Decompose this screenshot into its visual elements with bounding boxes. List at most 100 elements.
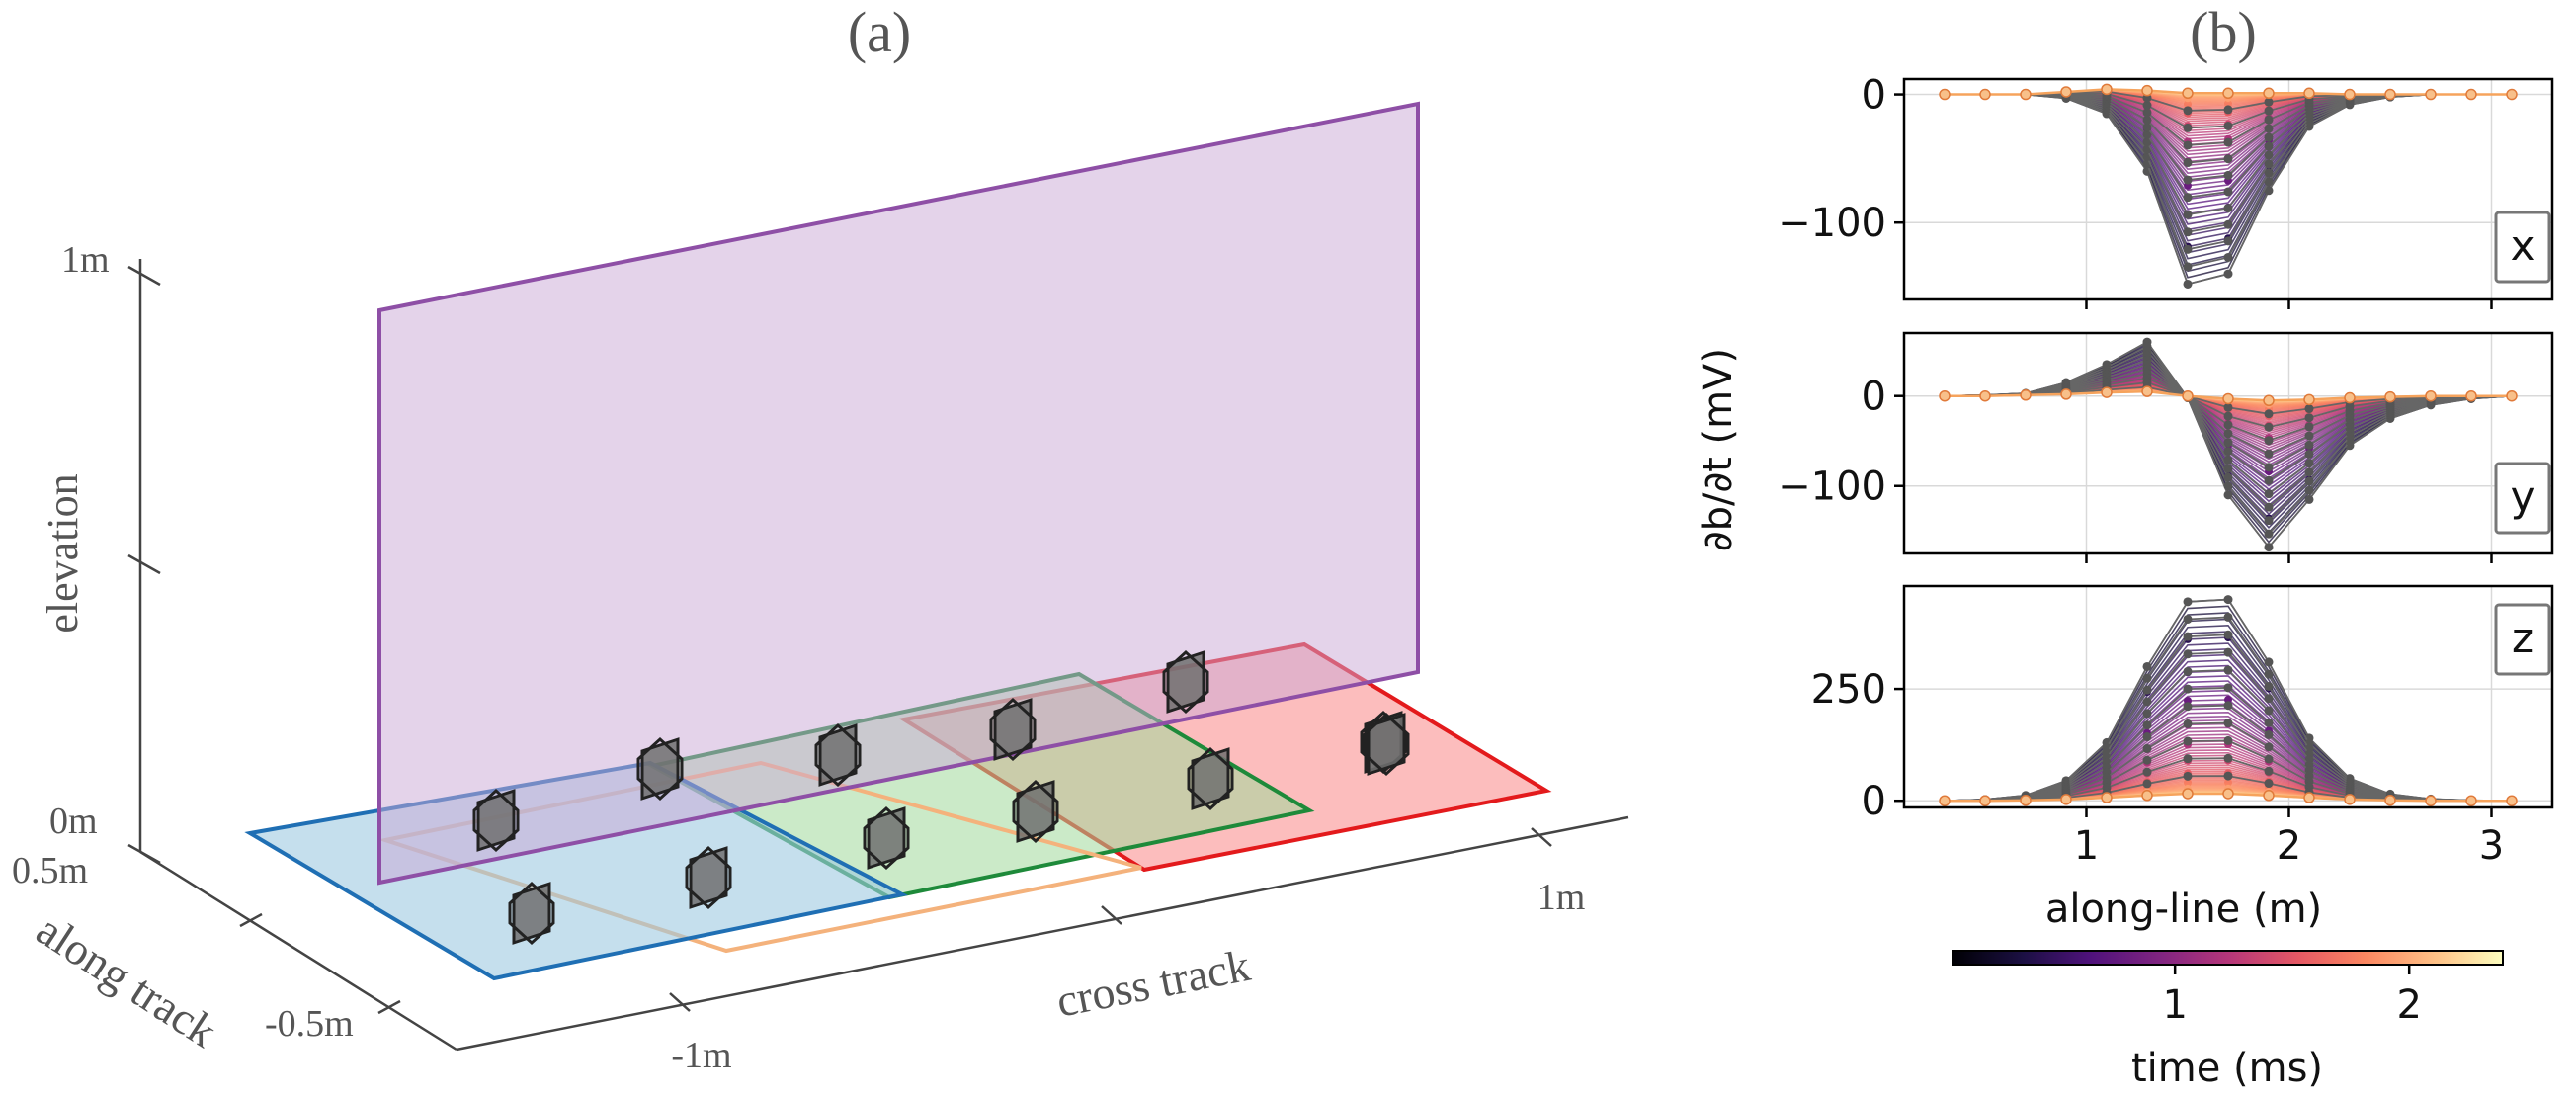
elevation-tick: [127, 843, 161, 865]
early-point-z: [2142, 673, 2152, 683]
early-point-y: [2304, 404, 2314, 414]
late-point-x: [2425, 88, 2437, 101]
component-box-z: [2494, 603, 2551, 676]
early-point-x: [2264, 132, 2274, 142]
early-point-z: [2223, 753, 2233, 763]
sensor-marker: [472, 788, 520, 853]
early-point-y: [2264, 422, 2274, 432]
early-point-x: [2183, 140, 2193, 150]
early-point-x: [2142, 108, 2152, 118]
early-point-z: [2183, 597, 2193, 607]
early-point-x: [2223, 204, 2233, 213]
early-point-x: [2223, 187, 2233, 197]
early-point-y: [2264, 502, 2274, 512]
panel-b: (b) ∂b/∂t (mV) along-line (m) 0 −100 x 0 −10…: [1696, 0, 2554, 1091]
along-tick: [239, 912, 263, 928]
early-point-x: [2264, 115, 2274, 125]
late-point-z: [2141, 790, 2153, 802]
late-point-x: [2101, 83, 2113, 96]
along-tick: [377, 999, 401, 1015]
early-point-x: [2183, 175, 2193, 185]
early-point-z: [2183, 702, 2193, 712]
y-tick-label: 0: [1862, 779, 1886, 824]
subplot-frame-x: [1902, 77, 2554, 301]
elevation-axis-label: elevation: [39, 473, 87, 633]
early-point-z: [2183, 632, 2193, 641]
late-point-z: [2384, 795, 2396, 806]
early-point-z: [2264, 754, 2274, 764]
early-point-y: [2223, 438, 2233, 448]
early-point-z: [2142, 743, 2152, 753]
early-point-z: [2183, 771, 2193, 781]
early-point-z: [2183, 719, 2193, 728]
subplot-frame-z: [1902, 584, 2554, 809]
x-axis-label: along-line (m): [2045, 887, 2322, 932]
sensor-marker: [685, 845, 732, 910]
early-point-z: [2183, 666, 2193, 676]
early-point-x: [2264, 168, 2274, 178]
early-point-x: [2264, 177, 2274, 187]
early-point-y: [2304, 485, 2314, 495]
early-point-z: [2142, 732, 2152, 742]
sensor-marker: [863, 805, 910, 871]
late-point-y: [2222, 392, 2234, 405]
late-point-z: [1979, 795, 1991, 806]
early-point-y: [2264, 475, 2274, 485]
sensor-marker: [1162, 649, 1209, 715]
late-point-y: [2182, 389, 2194, 402]
y-tick-label: 0: [1862, 73, 1886, 119]
early-point-z: [2223, 630, 2233, 639]
early-point-x: [2223, 121, 2233, 130]
vertical-plane: [377, 101, 1420, 886]
early-point-y: [2264, 529, 2274, 539]
sensor-marker: [636, 736, 684, 802]
early-point-y: [2223, 472, 2233, 482]
early-point-z: [2183, 736, 2193, 746]
early-point-y: [2264, 409, 2274, 419]
sensor-group: [472, 649, 1410, 946]
y-tick-label: −100: [1778, 465, 1886, 510]
sensor-marker: [1363, 712, 1410, 777]
early-point-y: [2223, 490, 2233, 500]
late-point-y: [2060, 388, 2072, 400]
early-point-z: [2142, 755, 2152, 765]
along-tick-label-neg: -0.5m: [265, 1003, 354, 1045]
late-point-x: [2344, 88, 2356, 101]
early-point-y: [2223, 420, 2233, 430]
late-point-z: [2020, 795, 2032, 806]
early-point-z: [2142, 709, 2152, 719]
early-point-z: [2223, 683, 2233, 693]
early-point-z: [2264, 729, 2274, 739]
early-point-x: [2142, 129, 2152, 139]
y-tick-label: 0: [1862, 375, 1886, 420]
along-axis-line: [139, 850, 457, 1052]
early-point-y: [2223, 411, 2233, 421]
panel-a-label: (a): [848, 0, 911, 64]
early-point-y: [2304, 449, 2314, 459]
early-point-y: [2304, 413, 2314, 423]
elevation-tick-label-1m: 1m: [61, 239, 110, 281]
early-point-z: [2183, 649, 2193, 659]
early-point-x: [2223, 252, 2233, 262]
cross-tick: [1101, 905, 1122, 925]
along-tick-label-pos: 0.5m: [12, 850, 88, 891]
early-point-x: [2223, 219, 2233, 229]
late-point-z: [2060, 794, 2072, 805]
late-point-y: [2141, 385, 2153, 397]
early-point-y: [2223, 464, 2233, 473]
colorbar-tick-label: 2: [2396, 982, 2421, 1028]
cross-tick-label-neg: -1m: [671, 1035, 731, 1076]
late-point-x: [2182, 87, 2194, 100]
sensor-marker: [508, 881, 555, 946]
sensor-marker: [1187, 746, 1234, 811]
early-point-y: [2304, 494, 2314, 504]
early-point-y: [2304, 422, 2314, 432]
subplot-frame-y: [1902, 331, 2554, 555]
early-point-z: [2223, 771, 2233, 781]
late-point-x: [2506, 88, 2518, 101]
cross-axis-label: cross track: [1052, 940, 1254, 1027]
late-point-y: [2465, 389, 2477, 402]
early-point-z: [2142, 661, 2152, 671]
early-point-z: [2264, 742, 2274, 752]
